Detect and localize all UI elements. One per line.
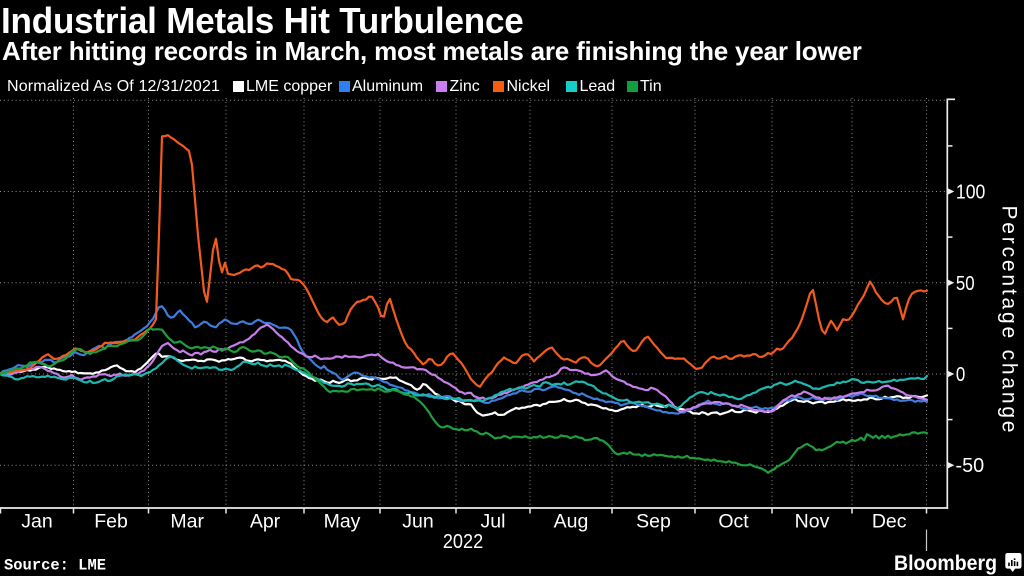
svg-text:Oct: Oct (718, 511, 749, 533)
svg-text:Jul: Jul (481, 511, 506, 533)
svg-text:Jan: Jan (21, 511, 52, 533)
svg-text:Aug: Aug (554, 511, 589, 533)
svg-text:-50: -50 (956, 454, 985, 477)
svg-text:50: 50 (956, 272, 975, 295)
svg-text:Percentage change: Percentage change (997, 206, 1020, 433)
svg-text:100: 100 (956, 181, 985, 204)
svg-text:May: May (324, 511, 361, 533)
svg-text:Mar: Mar (170, 511, 204, 533)
svg-text:Dec: Dec (872, 511, 907, 533)
svg-text:Jun: Jun (402, 511, 433, 533)
svg-text:Apr: Apr (250, 511, 281, 533)
svg-text:2022: 2022 (443, 531, 483, 553)
svg-text:Sep: Sep (636, 511, 671, 533)
svg-text:Feb: Feb (94, 511, 128, 533)
svg-text:Bloomberg: Bloomberg (894, 551, 997, 575)
svg-text:Source: LME: Source: LME (4, 557, 106, 575)
svg-text:Nov: Nov (795, 511, 830, 533)
svg-text:0: 0 (956, 363, 965, 386)
